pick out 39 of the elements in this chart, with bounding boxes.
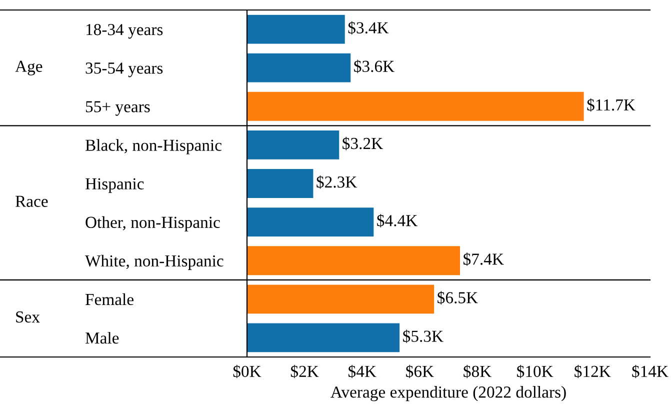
data-label: $11.7K [587,98,636,112]
x-tick-label: $4K [348,364,376,378]
bar [247,323,400,352]
x-axis-title: Average expenditure (2022 dollars) [330,386,566,402]
bar [247,14,345,44]
y-tick-label: Black, non-Hispanic [85,139,222,154]
text: Age [15,60,42,76]
y-tick-label: Other, non-Hispanic [86,216,220,232]
bar [247,53,351,82]
y-tick-label: Female [85,293,134,306]
bar [247,284,434,314]
y-tick-label: White, non-Hispanic [85,254,224,270]
data-label: $6.5K [438,291,478,304]
data-label: $5.3K [403,330,444,343]
x-tick-label: $0K [233,364,262,378]
data-label: $3.6K [354,60,394,74]
bar [247,92,584,121]
y-tick-label: Male [85,332,119,344]
x-tick-label: $8K [464,364,492,378]
bar [247,169,314,198]
bar [247,208,374,237]
y-tick-label: 35-54 years [86,62,163,78]
text: Race [15,196,48,207]
bar [247,246,460,276]
data-label: $4.4K [377,214,418,228]
y-tick-label: 18-34 years [86,24,163,39]
data-label: $2.3K [316,175,358,189]
bar [247,130,340,160]
x-tick-label: $14K [632,364,668,378]
text: Sex [16,311,40,323]
data-label: $3.2K [342,136,383,150]
x-tick-label: $6K [406,364,434,378]
x-tick-label: $10K [517,364,554,378]
y-tick-label: 55+ years [86,101,150,116]
x-tick-label: $12K [574,364,611,378]
y-tick-label: Hispanic [85,178,144,193]
data-label: $3.4K [348,21,389,35]
x-tick-label: $2K [290,364,319,378]
data-label: $7.4K [464,252,504,266]
